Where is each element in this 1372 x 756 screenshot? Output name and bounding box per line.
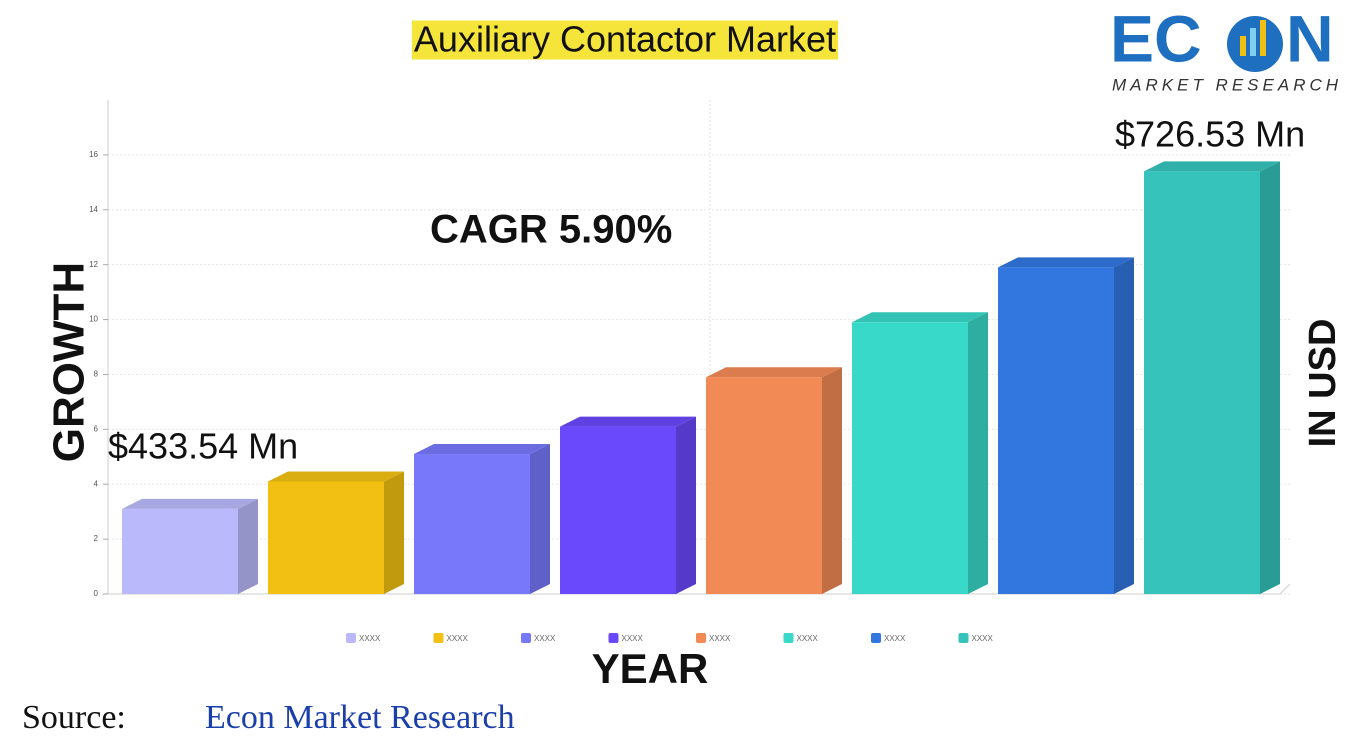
bar-top [1144, 161, 1280, 172]
source-label: Source: [22, 699, 126, 736]
bar-front [122, 508, 238, 594]
y-axis-label: GROWTH [45, 262, 94, 462]
y-tick-label: 2 [94, 534, 99, 543]
bar [268, 471, 404, 594]
source-name: Econ Market Research [205, 699, 515, 736]
legend-label: XXXX [622, 634, 644, 643]
legend-label: XXXX [797, 634, 819, 643]
logo-icon [1227, 16, 1283, 72]
legend-swatch [696, 633, 706, 643]
legend-label: XXXX [447, 634, 469, 643]
annotation: CAGR 5.90% [430, 208, 672, 252]
legend-swatch [608, 633, 619, 643]
legend-label: XXXX [709, 634, 731, 643]
bar-front [706, 377, 822, 594]
legend-swatch [433, 633, 444, 643]
legend-label: XXXX [884, 634, 906, 643]
logo-tagline: MARKET RESEARCH [1112, 75, 1342, 94]
bar [1144, 161, 1280, 594]
bar-side [530, 444, 550, 594]
legend-label: XXXX [359, 634, 381, 643]
logo-text: EC [1110, 1, 1202, 75]
bar-front [998, 267, 1114, 594]
title-highlight [411, 20, 839, 60]
bar-side [676, 416, 696, 594]
legend-swatch [783, 633, 794, 643]
bar [414, 444, 550, 594]
legend-swatch [958, 633, 969, 643]
chart-title: Auxiliary Contactor Market [414, 19, 836, 60]
annotation: $726.53 Mn [1115, 114, 1305, 155]
x-axis-label: YEAR [592, 645, 709, 692]
bar-front [1144, 171, 1260, 594]
y2-axis-label: IN USD [1302, 319, 1344, 448]
y-tick-label: 6 [94, 424, 99, 433]
bar-front [268, 481, 384, 594]
bar-front [852, 322, 968, 594]
bar [852, 312, 988, 594]
bar [560, 416, 696, 594]
bar [998, 257, 1134, 594]
legend-swatch [346, 633, 356, 643]
bar-side [968, 312, 988, 594]
y-tick-label: 8 [94, 370, 99, 379]
y-tick-label: 0 [94, 589, 99, 598]
bar-top [268, 471, 404, 482]
bar-top [122, 498, 258, 509]
bar [122, 498, 258, 594]
y-tick-label: 16 [89, 150, 98, 159]
bar-side [384, 471, 404, 594]
legend-label: XXXX [534, 634, 556, 643]
bar-front [560, 426, 676, 594]
legend-label: XXXX [972, 634, 994, 643]
bar-top [560, 416, 696, 427]
bar-front [414, 454, 530, 594]
legend-swatch [871, 633, 881, 643]
floor-edge [1279, 583, 1291, 595]
bar-side [822, 367, 842, 594]
y-tick-label: 12 [89, 260, 98, 269]
bar [706, 367, 842, 594]
bar-top [852, 312, 988, 323]
annotation: $433.54 Mn [108, 426, 298, 467]
bar-side [238, 498, 258, 594]
logo-text: N [1286, 1, 1334, 75]
bar-side [1260, 161, 1280, 594]
bar-top [706, 367, 842, 378]
bar-side [1114, 257, 1134, 594]
y-tick-label: 14 [89, 205, 98, 214]
bar-top [414, 444, 550, 455]
y-tick-label: 4 [94, 479, 99, 488]
y-tick-label: 10 [89, 315, 98, 324]
bar-top [998, 257, 1134, 268]
legend-swatch [521, 633, 531, 643]
